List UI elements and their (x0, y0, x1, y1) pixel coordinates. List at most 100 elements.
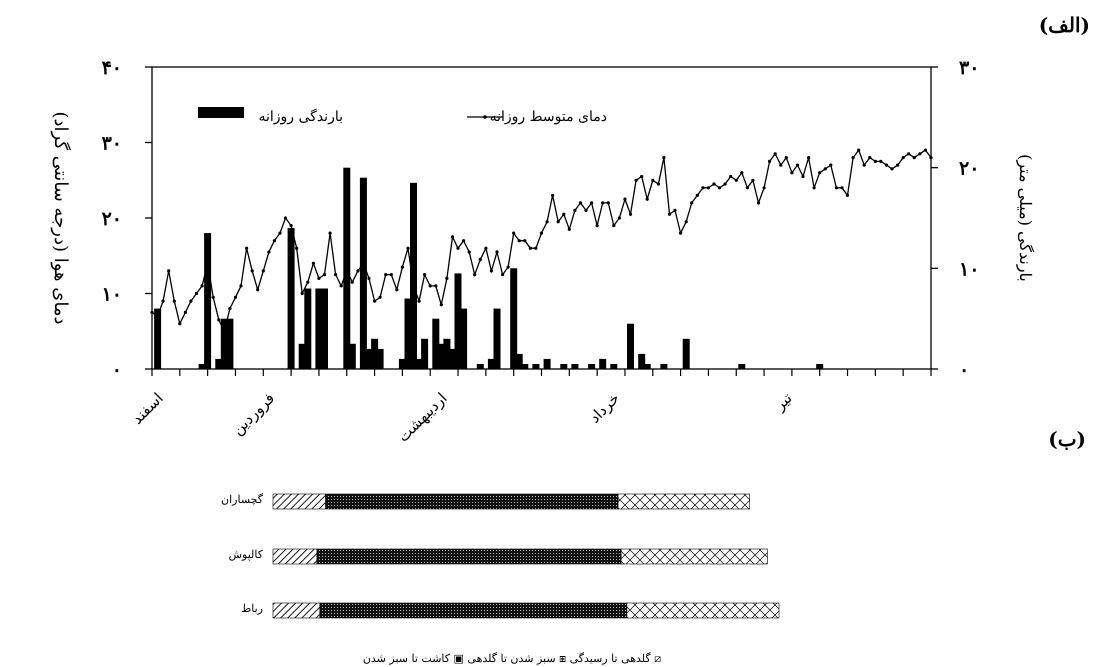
legend: دمای متوسط روزانه بارندگی روزانه (198, 107, 607, 125)
left-y-axis: ۰ ۱۰ ۲۰ ۳۰ ۴۰ (102, 57, 152, 381)
rain-bar (371, 338, 379, 369)
rain-bar (543, 358, 551, 369)
rain-bar (376, 348, 384, 369)
temp-point (317, 276, 321, 280)
temp-point (278, 231, 282, 235)
top-chart: ۰ ۱۰ ۲۰ ۳۰ ۴۰ ۰ ۱۰ ۲۰ ۳۰ اسفند فروردین اردیبهشت خر… (50, 57, 1035, 446)
legend-rain-swatch (198, 107, 244, 118)
temp-point (189, 299, 193, 303)
temp-point (601, 201, 605, 205)
temp-point (879, 159, 883, 163)
legend-temp-label: دمای متوسط روزانه (490, 109, 607, 125)
rain-bar (515, 353, 523, 369)
rain-bar (487, 358, 495, 369)
temp-point (467, 250, 471, 254)
rain-bar (449, 348, 456, 369)
temp-point (389, 273, 393, 277)
rain-bar (154, 308, 162, 369)
temp-point (617, 216, 622, 220)
temp-line (151, 148, 932, 334)
rain-bar (365, 348, 373, 369)
temp-point (256, 288, 260, 292)
temp-point (156, 314, 160, 318)
temp-point (645, 197, 649, 201)
rain-bar (638, 353, 646, 369)
x-axis (151, 369, 932, 376)
rain-bar (321, 288, 328, 369)
temp-point (384, 273, 388, 277)
temp-point (450, 235, 455, 239)
x-month-label: اسفند (128, 389, 167, 428)
temp-point (300, 291, 304, 296)
rain-bar (415, 358, 423, 369)
temp-point (350, 280, 354, 284)
temp-point (417, 299, 421, 303)
temp-point (306, 280, 310, 284)
phenology-segment (316, 548, 622, 565)
right-tick-label: ۰ (959, 359, 969, 381)
temp-point (723, 182, 727, 186)
left-tick-label: ۱۰ (102, 284, 122, 306)
temp-point (868, 156, 872, 160)
phenology-category-labels: گچساران کالپوش رباط (221, 493, 264, 615)
x-month-label: اردیبهشت (394, 389, 450, 445)
phenology-category-label: رباط (241, 602, 263, 615)
x-month-label: تیر (770, 389, 795, 414)
temp-point (434, 284, 438, 288)
temp-point (740, 171, 744, 175)
right-axis-label: بارندگی (میلی متر) (1016, 154, 1035, 282)
phenology-segment (272, 548, 318, 565)
rain-bar (298, 343, 306, 369)
temp-point (250, 269, 254, 273)
temp-point (517, 239, 521, 243)
temp-point (768, 159, 772, 163)
temp-point (539, 231, 544, 235)
temp-point (295, 246, 299, 250)
temp-points (150, 148, 933, 333)
temp-point (228, 307, 232, 311)
temp-point (684, 220, 688, 224)
temp-point (567, 227, 571, 231)
rain-bar (454, 273, 462, 369)
temp-point (528, 246, 533, 250)
temp-point (923, 148, 928, 152)
rain-bar (437, 343, 445, 369)
rain-bar (443, 338, 451, 369)
rain-bar (816, 364, 824, 369)
temp-point (395, 288, 399, 292)
rain-bar (643, 364, 651, 369)
temp-point (662, 156, 666, 160)
panel-label-b: (ب) (1048, 427, 1086, 451)
temp-point (334, 273, 338, 277)
temp-point (423, 273, 427, 277)
temp-point (445, 276, 449, 280)
rain-bar (220, 318, 228, 369)
temp-point (840, 186, 844, 190)
temp-point (829, 163, 833, 167)
temp-point (373, 299, 377, 303)
temp-point (400, 265, 404, 269)
temp-point (183, 310, 187, 314)
temp-point (272, 239, 276, 243)
temp-point (795, 163, 800, 167)
legend-rain-label: بارندگی روزانه (258, 108, 343, 125)
temp-point (361, 261, 365, 265)
rain-bar (532, 364, 540, 369)
temp-point (267, 250, 271, 254)
temp-point (378, 295, 382, 299)
rain-bar (627, 323, 634, 369)
temp-point (322, 273, 327, 277)
rain-bar (738, 364, 746, 369)
temp-point (612, 224, 616, 228)
temp-point (634, 178, 638, 182)
temp-point (428, 284, 432, 288)
temp-point (595, 224, 599, 228)
temp-point (640, 174, 644, 179)
phenology-segment (319, 602, 628, 619)
temp-point (851, 156, 855, 160)
phenology-segment (617, 493, 750, 510)
phenology-category-label: کالپوش (229, 548, 264, 561)
temp-point (667, 212, 672, 216)
rain-bar (204, 233, 212, 369)
right-tick-label: ۳۰ (959, 57, 979, 79)
